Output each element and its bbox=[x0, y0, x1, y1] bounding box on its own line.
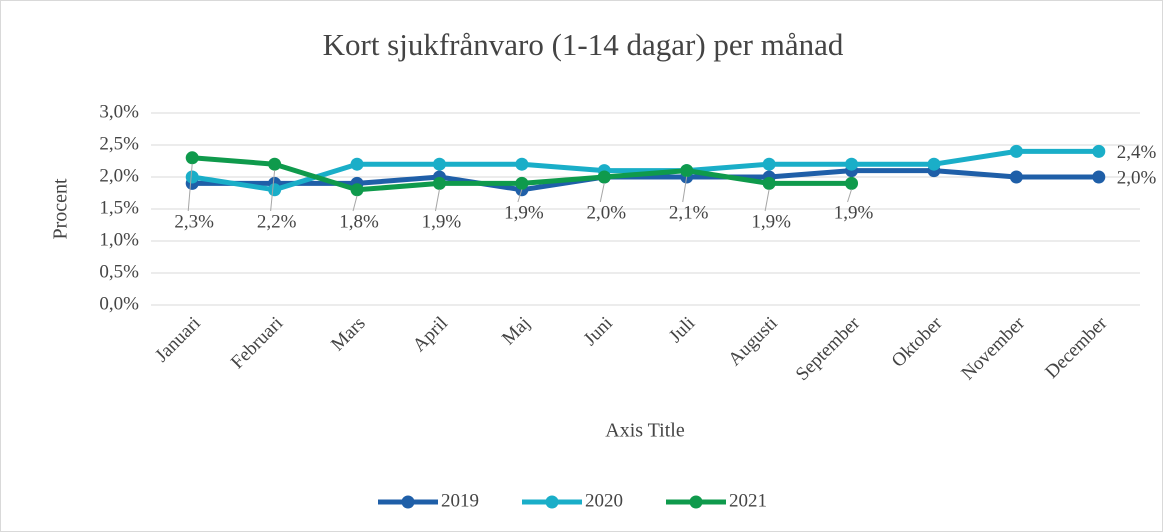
leader-line bbox=[682, 176, 688, 203]
y-axis-title: Procent bbox=[50, 178, 72, 240]
data-label: 1,9% bbox=[504, 202, 544, 223]
data-label: 2,1% bbox=[669, 202, 709, 223]
point bbox=[680, 164, 694, 178]
y-tick-label: 1,5% bbox=[99, 197, 139, 218]
legend-marker bbox=[689, 495, 703, 509]
legend-label: 2021 bbox=[729, 490, 767, 511]
leader-line bbox=[434, 189, 440, 212]
point bbox=[515, 157, 529, 171]
point bbox=[350, 183, 364, 197]
data-label: 1,9% bbox=[834, 202, 874, 223]
point bbox=[350, 157, 364, 171]
chart-title: Kort sjukfrånvaro (1-14 dagar) per månad bbox=[323, 27, 844, 62]
point bbox=[1092, 170, 1106, 184]
legend-label: 2019 bbox=[441, 490, 479, 511]
y-tick-label: 2,5% bbox=[99, 133, 139, 154]
point bbox=[762, 176, 776, 190]
point bbox=[762, 157, 776, 171]
x-axis-title: Axis Title bbox=[605, 420, 685, 442]
leader-line bbox=[352, 195, 358, 212]
point bbox=[185, 170, 199, 184]
data-label: 2,4% bbox=[1117, 142, 1157, 163]
data-label: 2,2% bbox=[257, 211, 297, 232]
data-label: 1,9% bbox=[751, 211, 791, 232]
point bbox=[597, 170, 611, 184]
data-label: 1,8% bbox=[339, 211, 379, 232]
point bbox=[1009, 170, 1023, 184]
point bbox=[1009, 144, 1023, 158]
y-tick-label: 1,0% bbox=[99, 229, 139, 250]
leader-line bbox=[599, 182, 605, 203]
legend-label: 2020 bbox=[585, 490, 623, 511]
data-label: 1,9% bbox=[422, 211, 462, 232]
point bbox=[845, 176, 859, 190]
data-label: 2,0% bbox=[587, 202, 627, 223]
leader-line bbox=[187, 163, 193, 212]
point bbox=[927, 157, 941, 171]
y-tick-label: 2,0% bbox=[99, 165, 139, 186]
point bbox=[432, 176, 446, 190]
leader-line bbox=[764, 189, 770, 212]
data-label: 2,0% bbox=[1117, 167, 1157, 188]
point bbox=[432, 157, 446, 171]
point bbox=[515, 176, 529, 190]
leader-line bbox=[847, 189, 853, 203]
legend-marker bbox=[545, 495, 559, 509]
point bbox=[268, 157, 282, 171]
legend-marker bbox=[401, 495, 415, 509]
leader-line bbox=[270, 170, 276, 212]
point bbox=[1092, 144, 1106, 158]
point bbox=[845, 157, 859, 171]
data-label: 2,3% bbox=[174, 211, 214, 232]
series-line bbox=[191, 148, 1099, 193]
point bbox=[268, 183, 282, 197]
point bbox=[185, 151, 199, 165]
leader-line bbox=[517, 189, 523, 203]
y-tick-label: 0,5% bbox=[99, 261, 139, 282]
y-tick-label: 3,0% bbox=[99, 101, 139, 122]
y-tick-label: 0,0% bbox=[99, 293, 139, 314]
